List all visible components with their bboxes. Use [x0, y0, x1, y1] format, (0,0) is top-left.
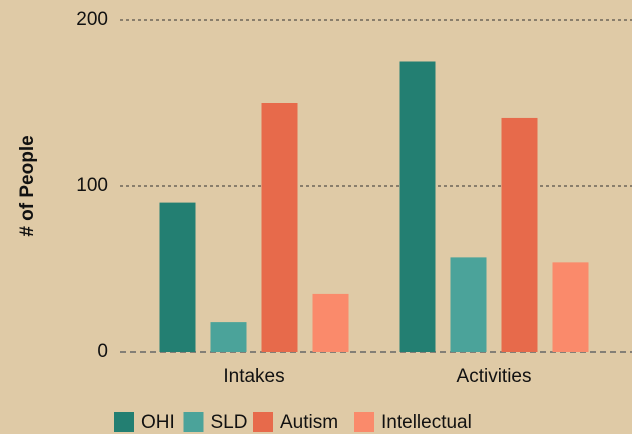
bar [312, 293, 349, 352]
y-tick-label: 0 [97, 341, 108, 362]
y-axis-label: # of People [17, 135, 38, 236]
bar [552, 262, 589, 352]
x-tick-label: Intakes [223, 366, 284, 387]
bar [159, 202, 196, 352]
legend-label: OHI [141, 412, 175, 433]
bar [210, 322, 247, 352]
legend-label: SLD [211, 412, 248, 433]
y-tick-label: 100 [76, 175, 108, 196]
legend-swatch [183, 412, 204, 432]
legend-label: Autism [280, 412, 338, 433]
legend-label: Intellectual [381, 412, 472, 433]
bar [399, 61, 436, 352]
legend-swatch [114, 412, 134, 432]
bar [261, 103, 298, 352]
y-tick-label: 200 [76, 9, 108, 30]
bar [501, 117, 538, 352]
bar [450, 257, 487, 352]
legend-swatch [253, 412, 273, 432]
x-tick-label: Activities [457, 366, 532, 387]
legend-swatch [354, 412, 374, 432]
